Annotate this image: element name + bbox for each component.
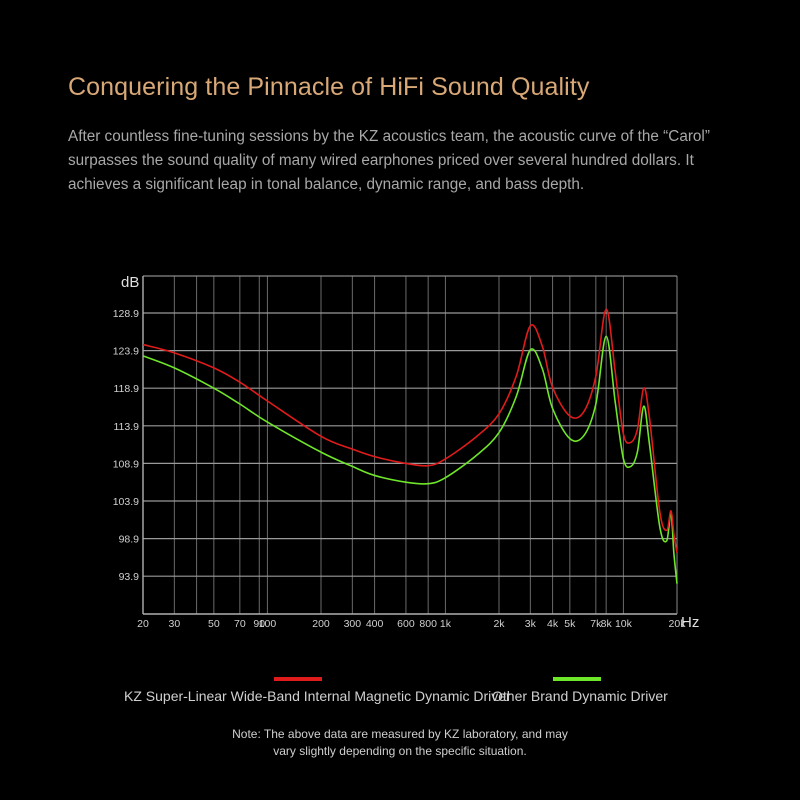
svg-text:118.9: 118.9: [114, 383, 140, 395]
description: After countless fine-tuning sessions by …: [68, 125, 788, 197]
chart-grid: [142, 275, 678, 615]
svg-text:93.9: 93.9: [119, 571, 140, 583]
svg-text:20k: 20k: [669, 618, 687, 630]
svg-text:98.9: 98.9: [119, 534, 140, 546]
svg-text:2k: 2k: [493, 618, 505, 630]
svg-text:7k: 7k: [590, 618, 602, 630]
measurement-note: Note: The above data are measured by KZ …: [0, 726, 800, 760]
x-axis-unit: Hz: [681, 614, 699, 631]
note-line: Note: The above data are measured by KZ …: [232, 727, 568, 741]
svg-text:108.9: 108.9: [113, 458, 139, 470]
svg-text:90: 90: [253, 618, 265, 630]
svg-text:123.9: 123.9: [113, 346, 139, 358]
note-line: vary slightly depending on the specific …: [273, 744, 527, 758]
svg-text:600: 600: [397, 618, 415, 630]
svg-text:20: 20: [137, 618, 149, 630]
svg-text:70: 70: [234, 618, 246, 630]
svg-text:200: 200: [312, 618, 330, 630]
svg-text:4k: 4k: [547, 618, 559, 630]
svg-text:1k: 1k: [440, 618, 452, 630]
svg-text:30: 30: [169, 618, 181, 630]
y-axis-unit: dB: [121, 274, 139, 291]
description-line: surpasses the sound quality of many wire…: [68, 152, 694, 169]
svg-text:10k: 10k: [615, 618, 633, 630]
y-axis-ticks: 128.9 123.9 118.9 113.9 108.9 103.9 98.9 93.9: [113, 308, 139, 583]
svg-text:3k: 3k: [525, 618, 537, 630]
legend-label-other: Other Brand Dynamic Driver: [492, 688, 668, 704]
description-line: achieves a significant leap in tonal bal…: [68, 176, 585, 193]
svg-text:50: 50: [208, 618, 220, 630]
legend-swatch-kz: [274, 677, 322, 681]
svg-text:8k: 8k: [601, 618, 613, 630]
legend-label-kz: KZ Super-Linear Wide-Band Internal Magne…: [124, 688, 511, 704]
svg-text:100: 100: [259, 618, 277, 630]
svg-text:800: 800: [419, 618, 437, 630]
chart-series: [142, 308, 678, 584]
svg-text:113.9: 113.9: [114, 421, 140, 433]
svg-text:128.9: 128.9: [113, 308, 139, 320]
svg-text:300: 300: [344, 618, 362, 630]
page-title: Conquering the Pinnacle of HiFi Sound Qu…: [68, 73, 590, 101]
svg-text:103.9: 103.9: [113, 496, 139, 508]
svg-text:400: 400: [366, 618, 384, 630]
legend-swatch-other: [553, 677, 601, 681]
description-line: After countless fine-tuning sessions by …: [68, 128, 710, 145]
svg-text:5k: 5k: [564, 618, 576, 630]
